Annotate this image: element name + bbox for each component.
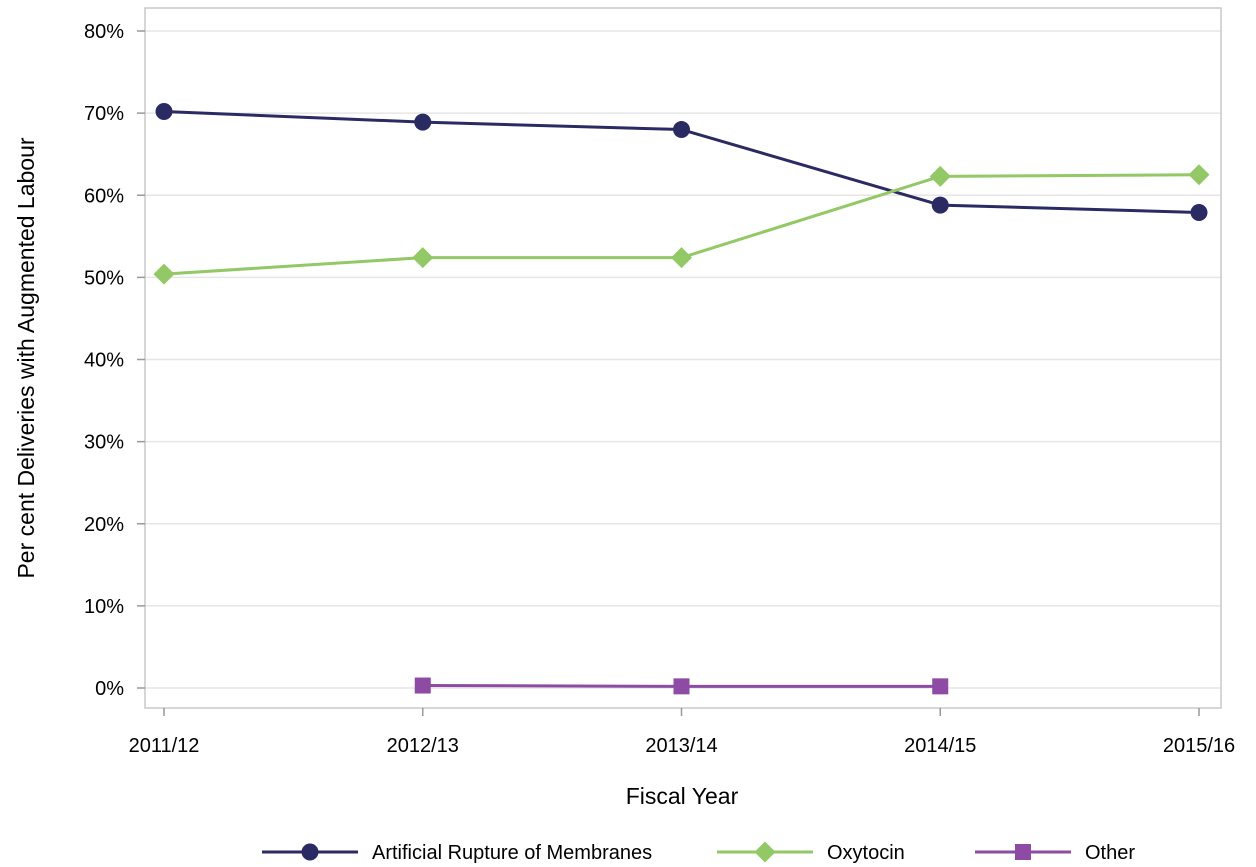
data-point <box>1190 203 1208 221</box>
series-2 <box>414 677 949 695</box>
x-tick-label: 2012/13 <box>387 735 459 757</box>
y-tick-label: 0% <box>95 678 124 700</box>
legend-label: Oxytocin <box>827 842 905 864</box>
plot-frame <box>144 7 1222 709</box>
y-tick-label: 20% <box>84 514 124 536</box>
x-axis-title: Fiscal Year <box>626 783 739 809</box>
data-point <box>932 678 949 695</box>
legend-label: Other <box>1085 842 1135 864</box>
data-point <box>414 113 432 131</box>
data-point <box>931 196 949 214</box>
y-axis-ticks: 0% 10% 20% 30% 40% 50% 60% 70% 80% <box>84 21 145 700</box>
x-tick-label: 2014/15 <box>904 735 976 757</box>
legend-swatch-marker <box>301 843 319 861</box>
data-point <box>153 263 175 285</box>
y-tick-label: 80% <box>84 21 124 43</box>
series-group <box>153 102 1210 695</box>
y-tick-label: 60% <box>84 185 124 207</box>
legend-item: Artificial Rupture of Membranes <box>262 842 652 864</box>
legend-swatch-marker <box>1015 844 1031 860</box>
x-axis-ticks: 2011/12 2012/13 2013/14 2014/15 2015/16 <box>129 708 1235 757</box>
legend-item: Oxytocin <box>717 841 905 864</box>
data-point <box>412 247 434 269</box>
x-tick-label: 2015/16 <box>1163 735 1235 757</box>
legend-item: Other <box>975 842 1135 864</box>
y-tick-label: 50% <box>84 267 124 289</box>
data-point <box>1188 164 1210 186</box>
y-tick-label: 30% <box>84 432 124 454</box>
data-point <box>673 121 690 139</box>
data-point <box>929 165 951 187</box>
data-point <box>155 102 173 120</box>
y-tick-label: 40% <box>84 350 124 372</box>
y-tick-label: 10% <box>84 596 124 618</box>
series-0 <box>155 102 1208 221</box>
x-tick-label: 2013/14 <box>645 735 717 757</box>
data-point <box>671 247 692 269</box>
data-point <box>673 678 690 695</box>
series-1 <box>153 164 1210 285</box>
x-tick-label: 2011/12 <box>129 735 200 757</box>
y-axis-title: Per cent Deliveries with Augmented Labou… <box>13 137 39 578</box>
data-point <box>414 677 431 694</box>
legend-swatch-marker <box>754 841 776 863</box>
y-tick-label: 70% <box>84 103 124 125</box>
legend-label: Artificial Rupture of Membranes <box>372 842 652 864</box>
legend: Artificial Rupture of Membranes Oxytocin O… <box>262 841 1135 864</box>
gridlines <box>145 30 1221 689</box>
